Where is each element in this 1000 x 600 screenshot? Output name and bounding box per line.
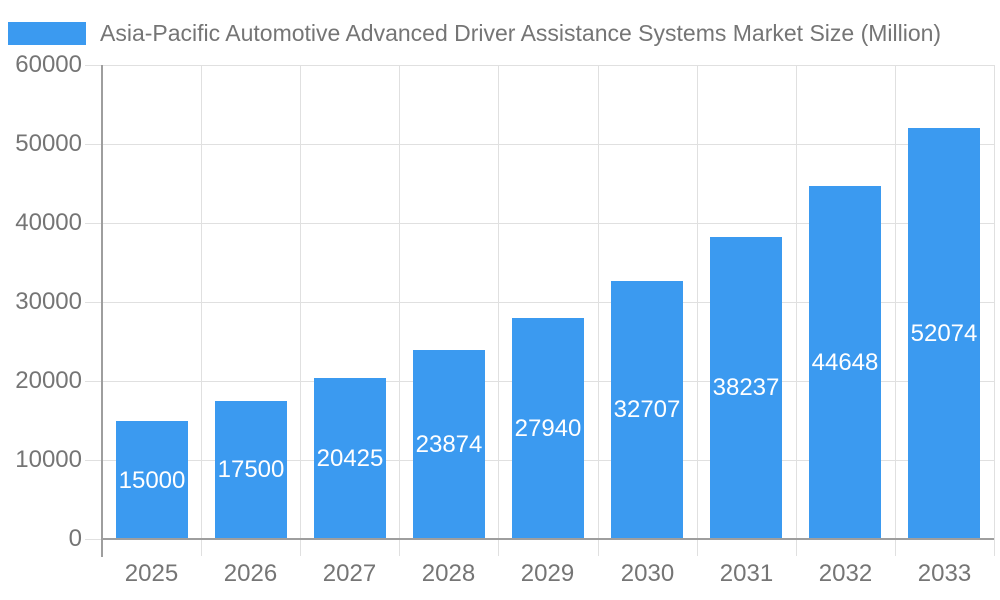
x-axis-tick <box>300 539 301 556</box>
bar-2026[interactable]: 17500 <box>215 401 287 539</box>
gridline-vertical <box>697 65 698 539</box>
x-axis-tick <box>498 539 499 556</box>
y-axis-tick <box>85 460 102 461</box>
bar-2028[interactable]: 23874 <box>413 350 485 539</box>
y-tick-label: 60000 <box>15 51 82 78</box>
y-tick-label: 50000 <box>15 130 82 157</box>
chart-title: Asia-Pacific Automotive Advanced Driver … <box>100 20 942 46</box>
x-axis-tick <box>201 539 202 556</box>
y-axis-tick <box>85 539 102 540</box>
x-tick-label-2030: 2030 <box>620 560 675 587</box>
y-tick-label: 40000 <box>15 209 82 236</box>
legend[interactable]: Asia-Pacific Automotive Advanced Driver … <box>8 20 941 47</box>
y-axis-tick <box>85 381 102 382</box>
gridline-vertical <box>300 65 301 539</box>
x-axis-tick <box>697 539 698 556</box>
x-axis-tick <box>994 539 995 556</box>
bar-2031[interactable]: 38237 <box>710 237 782 539</box>
bar-value-label: 44648 <box>811 348 879 376</box>
x-tick-label-2031: 2031 <box>719 560 774 587</box>
gridline-vertical <box>796 65 797 539</box>
gridline-vertical <box>895 65 896 539</box>
bar-2033[interactable]: 52074 <box>908 128 980 539</box>
x-axis-tick <box>895 539 896 556</box>
bar-2029[interactable]: 27940 <box>512 318 584 539</box>
gridline-horizontal <box>102 302 994 303</box>
y-axis-tick <box>85 223 102 224</box>
y-tick-label: 20000 <box>15 367 82 394</box>
x-axis-tick <box>796 539 797 556</box>
y-tick-label: 30000 <box>15 288 82 315</box>
bar-value-label: 17500 <box>217 456 285 483</box>
legend-swatch <box>8 22 86 45</box>
gridline-vertical <box>399 65 400 539</box>
gridline-horizontal <box>102 223 994 224</box>
bar-value-label: 27940 <box>514 414 582 442</box>
gridline-vertical <box>994 65 995 539</box>
y-axis-tick <box>85 302 102 303</box>
x-axis-tick <box>399 539 400 556</box>
x-tick-label-2026: 2026 <box>223 560 278 587</box>
x-tick-label-2029: 2029 <box>520 560 575 587</box>
gridline-vertical <box>598 65 599 539</box>
bar-2027[interactable]: 20425 <box>314 378 386 539</box>
y-tick-label: 0 <box>68 525 82 552</box>
bar-value-label: 15000 <box>118 466 186 494</box>
bar-value-label: 38237 <box>712 374 780 401</box>
gridline-vertical <box>201 65 202 539</box>
gridline-horizontal <box>102 144 994 145</box>
bar-value-label: 52074 <box>910 319 978 347</box>
x-axis-line <box>102 538 994 540</box>
y-axis-tick <box>85 65 102 66</box>
x-tick-label-2033: 2033 <box>917 560 972 587</box>
bar-2030[interactable]: 32707 <box>611 281 683 539</box>
y-axis-tick <box>85 144 102 145</box>
gridline-vertical <box>498 65 499 539</box>
bar-2025[interactable]: 15000 <box>116 421 188 540</box>
y-tick-label: 10000 <box>15 446 82 473</box>
bar-value-label: 20425 <box>316 444 384 472</box>
x-axis-tick <box>598 539 599 556</box>
bar-value-label: 32707 <box>613 396 681 423</box>
gridline-horizontal <box>102 65 994 66</box>
x-tick-label-2028: 2028 <box>421 560 476 587</box>
bar-value-label: 23874 <box>415 430 483 458</box>
x-tick-label-2027: 2027 <box>322 560 377 587</box>
bar-2032[interactable]: 44648 <box>809 186 881 539</box>
x-tick-label-2025: 2025 <box>124 560 179 587</box>
y-axis-line <box>101 65 103 557</box>
x-tick-label-2032: 2032 <box>818 560 873 587</box>
